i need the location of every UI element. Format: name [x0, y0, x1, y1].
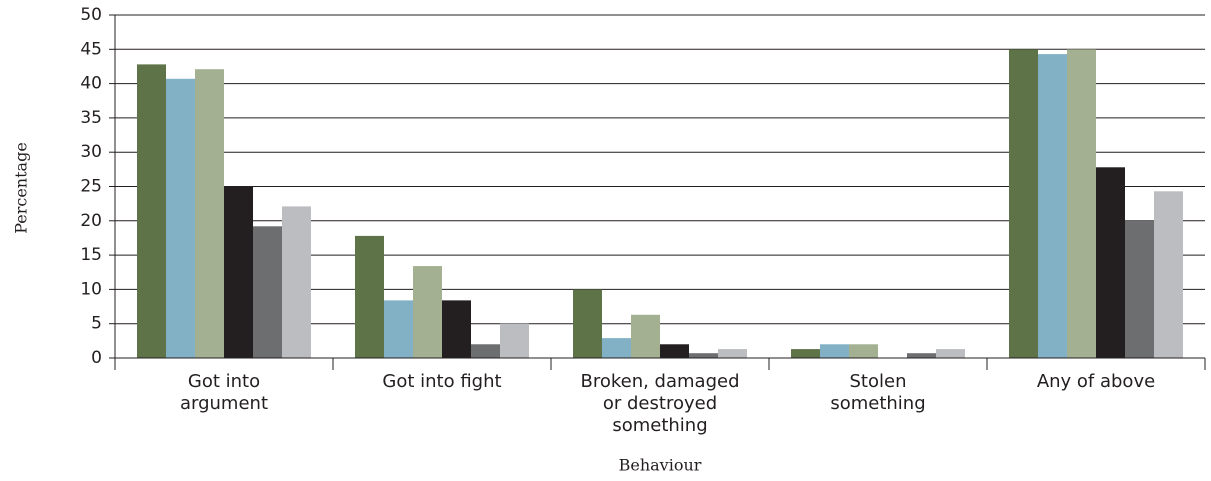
- bar: [442, 300, 471, 358]
- bar: [602, 338, 631, 358]
- y-tick-label: 5: [91, 314, 102, 334]
- bar: [936, 349, 965, 358]
- x-axis-title: Behaviour: [619, 456, 702, 475]
- y-tick-label: 50: [80, 5, 102, 25]
- bar: [660, 344, 689, 358]
- bar: [1009, 49, 1038, 359]
- y-tick-label: 35: [80, 108, 102, 128]
- bar: [573, 289, 602, 358]
- bar: [718, 349, 747, 358]
- x-tick-label: Broken, damaged or destroyed something: [580, 371, 740, 436]
- bar: [471, 344, 500, 358]
- bar: [282, 206, 311, 358]
- bar: [253, 226, 282, 358]
- bar: [413, 266, 442, 358]
- bar: [1067, 49, 1096, 359]
- y-tick-label: 30: [80, 142, 102, 162]
- y-tick-label: 20: [80, 211, 102, 231]
- y-tick-label: 25: [80, 177, 102, 197]
- bar: [791, 349, 820, 358]
- bar: [500, 323, 529, 358]
- bar: [195, 69, 224, 358]
- y-tick-label: 40: [80, 74, 102, 94]
- bar: [689, 353, 718, 358]
- bar: [355, 235, 384, 358]
- x-tick-label: Any of above: [1036, 371, 1156, 392]
- bar: [224, 186, 253, 358]
- bar: [1096, 167, 1125, 358]
- bar: [907, 353, 936, 358]
- y-tick-label: 0: [91, 348, 102, 368]
- bar: [849, 344, 878, 358]
- y-axis-title: Percentage: [12, 142, 31, 234]
- bar: [1154, 191, 1183, 358]
- x-tick-label: Stolen something: [830, 371, 926, 414]
- x-tick-label: Got into fight: [382, 371, 502, 392]
- bar: [1125, 220, 1154, 358]
- bar: [384, 300, 413, 358]
- bar: [137, 64, 166, 358]
- bar: [631, 314, 660, 358]
- bar: [166, 78, 195, 358]
- bar: [1038, 54, 1067, 359]
- y-tick-label: 10: [80, 279, 102, 299]
- x-tick-label: Got into argument: [179, 371, 269, 414]
- y-tick-label: 15: [80, 245, 102, 265]
- bar: [820, 344, 849, 358]
- y-tick-label: 45: [80, 39, 102, 59]
